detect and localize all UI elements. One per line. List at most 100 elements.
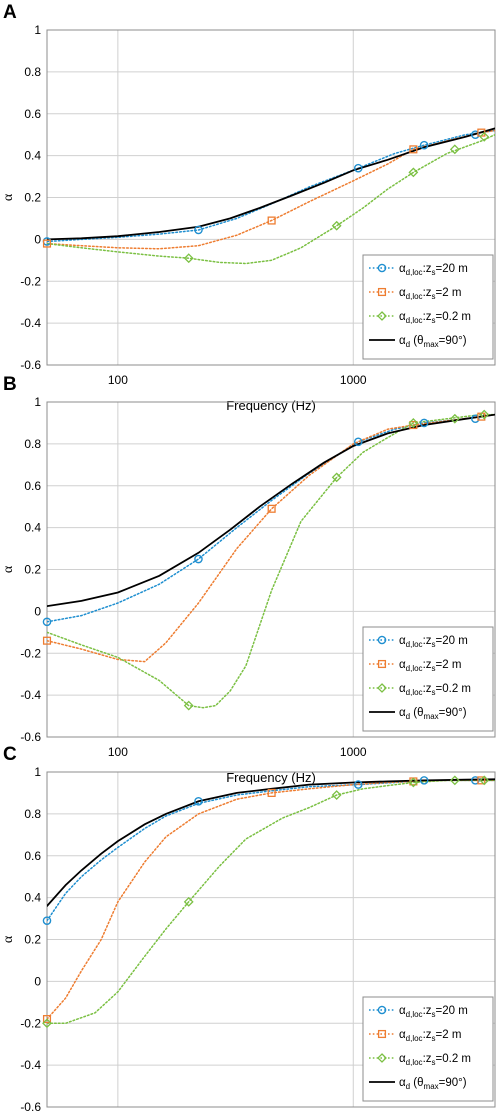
series-line-s2	[47, 779, 495, 1020]
x-tick-label: 100	[108, 373, 128, 387]
legend-marker-s2	[377, 287, 387, 297]
x-axis-label: Frequency (Hz)	[226, 770, 316, 785]
data-point-s20	[471, 414, 480, 424]
data-point-s2	[267, 788, 276, 797]
x-tick-label: 1000	[340, 373, 367, 387]
x-axis-label: Frequency (Hz)	[226, 398, 316, 413]
legend: αd,loc:zs=20 m αd,loc:zs=2 m αd,loc:zs=0.2…	[362, 254, 494, 360]
y-tick-label: 0.2	[24, 191, 41, 205]
y-tick-label: 0.4	[24, 891, 41, 905]
chart-panel-C: C -0.6 -0.4 -0.2 0 0.2 0.4 0.6 0.8 1 100 1000 Freque…	[1, 744, 496, 1116]
legend-label-d: αd (θmax=90°)	[399, 707, 467, 721]
panel-letter: B	[3, 374, 17, 395]
data-point-s2	[42, 636, 52, 645]
data-point-s20	[42, 617, 52, 627]
legend-label-s20: αd,loc:zs=20 m	[399, 263, 468, 277]
series-line-s2	[47, 413, 495, 663]
data-point-s02	[449, 775, 460, 786]
data-point-s02	[331, 472, 342, 483]
series-line-s02	[47, 133, 495, 265]
data-point-s2	[267, 216, 276, 225]
series-line-s2	[47, 129, 495, 250]
legend-box	[362, 626, 494, 732]
data-point-s02	[449, 413, 460, 424]
legend-marker-s2	[377, 659, 387, 669]
data-point-s20	[194, 225, 203, 235]
data-point-s02	[479, 409, 490, 420]
legend-label-s20: αd,loc:zs=20 m	[399, 1005, 468, 1019]
data-point-s2	[477, 776, 486, 785]
legend-box	[362, 996, 494, 1102]
legend-label-s02: αd,loc:zs=0.2 m	[399, 1053, 471, 1067]
series-line-d	[47, 778, 495, 907]
plot-frame	[46, 771, 496, 1108]
y-tick-label: 0.6	[24, 849, 41, 863]
x-tick-label: 100	[108, 745, 128, 759]
data-point-s02	[479, 775, 490, 786]
data-point-s02	[183, 700, 194, 711]
data-point-s20	[353, 163, 363, 173]
legend-marker-s20	[377, 635, 387, 645]
data-point-s2	[42, 1015, 52, 1024]
data-point-s2	[42, 239, 52, 248]
data-point-s02	[331, 790, 342, 800]
data-point-s20	[194, 554, 203, 564]
chart-panel-A: A -0.6 -0.4 -0.2 0 0.2 0.4 0.6 0.8 1 100 1000 Freque…	[1, 2, 496, 413]
y-tick-label: 0	[34, 974, 41, 988]
legend-label-s2: αd,loc:zs=2 m	[399, 1029, 461, 1043]
data-point-s20	[353, 437, 363, 447]
data-point-s02	[183, 896, 194, 907]
data-point-s2	[409, 420, 418, 430]
data-point-s02	[183, 253, 194, 264]
y-tick-label: -0.4	[20, 688, 41, 702]
series-line-s20	[47, 413, 495, 623]
y-axis-label: α	[1, 935, 16, 943]
data-point-s20	[353, 780, 363, 789]
y-tick-label: 0.6	[24, 107, 41, 121]
data-point-s20	[419, 418, 429, 428]
y-tick-label: -0.6	[20, 358, 41, 372]
panel-letter: A	[3, 2, 17, 23]
legend-marker-s02	[377, 311, 387, 321]
data-point-s20	[471, 130, 480, 139]
legend-marker-s02	[377, 683, 387, 693]
y-tick-label: 1	[34, 765, 41, 779]
y-tick-label: 0.6	[24, 479, 41, 493]
y-tick-label: 0.4	[24, 149, 41, 163]
y-tick-label: 0.4	[24, 521, 41, 535]
legend-label-s20: αd,loc:zs=20 m	[399, 635, 468, 649]
y-tick-label: 0	[34, 604, 41, 618]
y-tick-label: 0.2	[24, 563, 41, 577]
plot-area	[47, 127, 495, 265]
panel-letter: C	[3, 744, 17, 765]
data-point-s02	[449, 144, 460, 155]
data-point-s20	[419, 776, 429, 785]
y-tick-label: -0.4	[20, 316, 41, 330]
y-tick-label: -0.2	[20, 1016, 41, 1030]
legend-label-d: αd (θmax=90°)	[399, 1077, 467, 1091]
y-tick-label: -0.6	[20, 1100, 41, 1114]
y-tick-label: 0.2	[24, 933, 41, 947]
y-tick-label: 0.8	[24, 807, 41, 821]
series-line-s02	[47, 413, 495, 709]
data-point-s02	[331, 220, 342, 231]
data-point-s02	[42, 1018, 52, 1029]
legend: αd,loc:zs=20 m αd,loc:zs=2 m αd,loc:zs=0.2…	[362, 996, 494, 1102]
legend-marker-s02	[377, 1053, 387, 1063]
legend-marker-s20	[377, 263, 387, 273]
series-line-d	[47, 413, 495, 607]
data-point-s20	[471, 776, 480, 785]
legend-label-s02: αd,loc:zs=0.2 m	[399, 683, 471, 697]
data-point-s02	[408, 167, 419, 178]
data-point-s02	[408, 777, 419, 788]
y-tick-label: 0.8	[24, 437, 41, 451]
legend-marker-s2	[377, 1029, 387, 1039]
data-point-s2	[267, 504, 276, 513]
data-point-s20	[419, 140, 429, 150]
legend-label-s2: αd,loc:zs=2 m	[399, 287, 461, 301]
x-tick-label: 1000	[340, 745, 367, 759]
y-tick-label: -0.4	[20, 1058, 41, 1072]
series-line-s20	[47, 779, 495, 922]
legend-label-s02: αd,loc:zs=0.2 m	[399, 311, 471, 325]
